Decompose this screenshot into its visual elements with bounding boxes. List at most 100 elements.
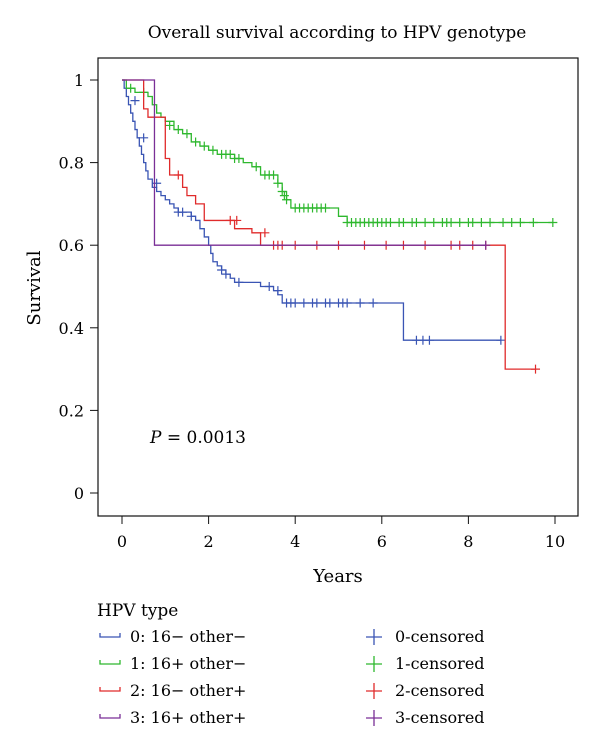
censor-mark	[355, 298, 365, 308]
censor-mark	[173, 170, 183, 180]
censor-mark	[186, 211, 196, 221]
censor-mark	[139, 133, 149, 143]
censor-mark	[429, 217, 439, 227]
censor-mark	[312, 298, 322, 308]
censor-mark	[264, 282, 274, 291]
p-value-text: = 0.0013	[161, 428, 246, 448]
y-tick-label: 0.8	[59, 154, 84, 173]
censor-mark	[290, 298, 300, 308]
series-3-curve	[122, 79, 486, 246]
censor-mark	[173, 125, 183, 135]
censor-mark	[485, 217, 495, 227]
censor-mark	[446, 217, 456, 227]
censor-mark	[260, 228, 270, 238]
censor-mark	[269, 170, 279, 180]
censor-mark	[325, 298, 335, 308]
censor-mark	[476, 217, 486, 227]
y-tick-label: 0.4	[59, 319, 84, 338]
chart-title: Overall survival according to HPV genoty…	[148, 23, 527, 43]
censor-mark	[496, 335, 506, 345]
y-axis: 0 0.2 0.4 0.6 0.8 1	[59, 71, 99, 503]
series-1-curve	[122, 79, 553, 224]
legend-title: HPV type	[97, 601, 178, 621]
legend-stratum-swatch	[99, 714, 121, 719]
censor-mark	[299, 298, 309, 308]
legend-stratum-label: 2: 16− other+	[130, 681, 246, 700]
x-tick-label: 4	[290, 532, 300, 551]
series-3	[122, 79, 491, 250]
censor-mark	[130, 96, 140, 106]
series-layer	[122, 79, 558, 374]
censor-mark	[234, 277, 244, 287]
censor-mark	[468, 217, 478, 227]
censor-mark	[221, 269, 231, 279]
x-tick-label: 8	[463, 532, 473, 551]
legend-stratum-swatch	[99, 633, 121, 638]
legend-stratum-swatch	[99, 687, 121, 692]
censor-mark	[342, 298, 352, 308]
censor-mark	[548, 217, 558, 227]
censor-mark	[282, 195, 292, 205]
x-axis: 0 2 4 6 8 10	[117, 515, 565, 551]
legend-censor-swatch	[366, 683, 382, 699]
censor-mark	[251, 162, 261, 172]
censor-mark	[531, 364, 541, 374]
legend-stratum-label: 1: 16+ other−	[130, 654, 246, 673]
p-value-annotation: P = 0.0013	[149, 428, 246, 448]
legend-censor-swatch	[366, 629, 382, 645]
legend-stratum-label: 0: 16− other−	[130, 627, 246, 646]
legend: 0: 16− other− 1: 16+ other− 2: 16− other+ 3…	[99, 627, 485, 727]
legend-stratum-label: 3: 16+ other+	[130, 708, 246, 727]
censor-mark	[232, 215, 242, 225]
x-tick-label: 6	[377, 532, 387, 551]
censor-mark	[424, 335, 434, 345]
x-tick-label: 2	[204, 532, 214, 551]
censor-mark	[279, 191, 289, 201]
censor-mark	[321, 203, 331, 213]
censor-mark	[420, 217, 430, 227]
censor-mark	[455, 217, 465, 227]
censor-mark	[273, 178, 283, 188]
x-axis-label: Years	[312, 566, 363, 587]
p-value-prefix: P	[149, 428, 162, 448]
censor-mark	[208, 145, 218, 155]
censor-mark	[273, 286, 283, 296]
series-2-curve	[122, 79, 536, 370]
censor-mark	[225, 149, 235, 159]
y-tick-label: 1	[74, 71, 84, 90]
censor-mark	[507, 217, 517, 227]
y-tick-label: 0	[74, 484, 84, 503]
censor-mark	[234, 153, 244, 163]
series-1	[122, 79, 558, 227]
x-tick-label: 0	[117, 532, 127, 551]
y-axis-label: Survival	[24, 250, 45, 325]
censor-mark	[165, 120, 175, 130]
censor-mark	[398, 217, 408, 227]
legend-censor-label: 3-censored	[395, 708, 485, 727]
censor-mark	[528, 217, 538, 227]
censor-mark	[199, 141, 209, 151]
censor-mark	[182, 129, 192, 139]
legend-censor-swatch	[366, 656, 382, 672]
censor-mark	[126, 83, 136, 93]
legend-censor-label: 0-censored	[395, 627, 485, 646]
censor-mark	[411, 217, 421, 227]
censor-mark	[368, 298, 378, 308]
legend-stratum-swatch	[99, 660, 121, 665]
series-0	[122, 79, 506, 345]
censor-mark	[385, 217, 395, 227]
censor-mark	[498, 217, 508, 227]
censor-mark	[481, 240, 491, 250]
y-tick-label: 0.6	[59, 236, 84, 255]
series-2	[122, 79, 541, 374]
censor-mark	[515, 217, 525, 227]
censor-mark	[178, 207, 188, 217]
censor-mark	[277, 187, 287, 197]
legend-censor-label: 2-censored	[395, 681, 485, 700]
censor-mark	[191, 137, 201, 147]
legend-censor-label: 1-censored	[395, 654, 485, 673]
y-tick-label: 0.2	[59, 401, 84, 420]
censor-mark	[152, 178, 162, 188]
x-tick-label: 10	[545, 532, 565, 551]
